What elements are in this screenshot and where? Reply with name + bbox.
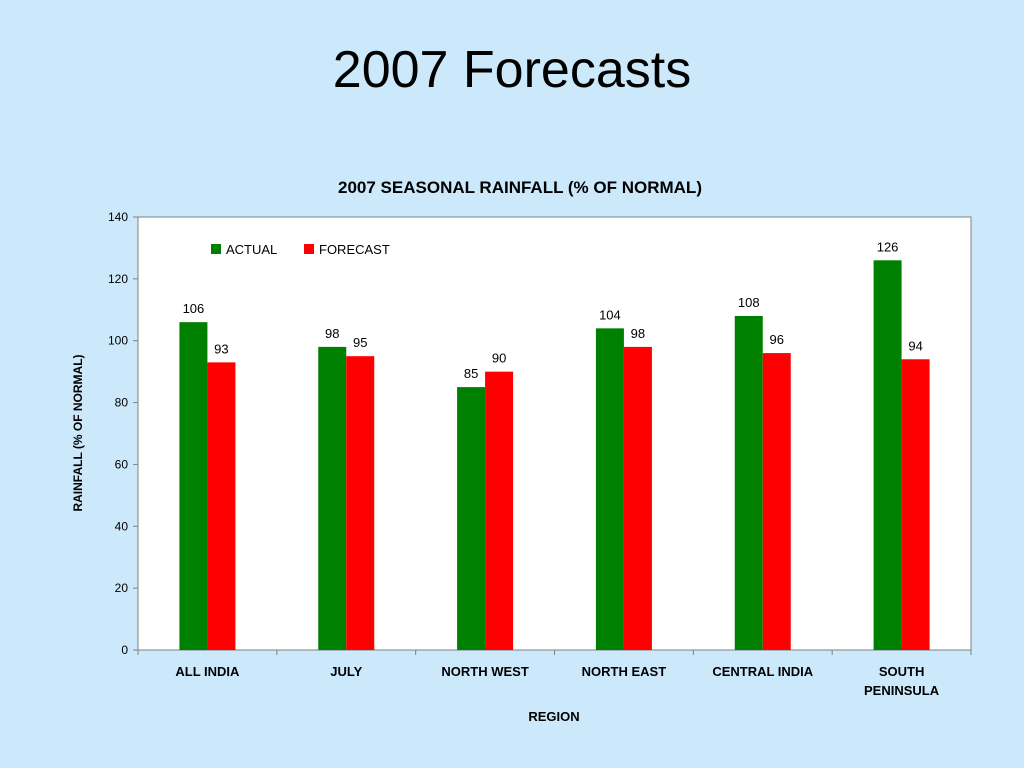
x-tick-label: PENINSULA — [864, 683, 940, 698]
slide-title: 2007 Forecasts — [332, 41, 692, 99]
x-tick-label: JULY — [330, 664, 362, 679]
chart-title: 2007 SEASONAL RAINFALL (% OF NORMAL) — [338, 178, 702, 197]
y-tick-label: 80 — [115, 396, 129, 410]
x-tick-label: SOUTH — [879, 664, 925, 679]
bar-forecast — [485, 371, 514, 650]
x-tick-label: NORTH WEST — [441, 664, 528, 679]
x-axis: ALL INDIA JULY NORTH WEST NORTH EAST CENTRAL… — [137, 650, 972, 698]
bar-actual — [457, 387, 486, 650]
y-tick-label: 40 — [115, 519, 129, 533]
data-label: 94 — [908, 338, 922, 353]
x-tick-label: NORTH EAST — [582, 664, 667, 679]
y-axis-title: RAINFALL (% OF NORMAL) — [71, 354, 85, 511]
plot-area — [137, 216, 972, 651]
bar-forecast — [623, 346, 652, 650]
y-tick-label: 0 — [121, 643, 128, 657]
data-label: 96 — [770, 332, 784, 347]
data-label: 104 — [599, 307, 621, 322]
bar-actual — [873, 260, 902, 650]
bar-actual — [179, 322, 208, 650]
y-tick-label: 100 — [108, 334, 128, 348]
legend-label: ACTUAL — [226, 242, 277, 257]
bar-actual — [318, 346, 347, 650]
data-label: 93 — [214, 341, 228, 356]
legend: ACTUAL FORECAST — [211, 242, 390, 257]
bar-forecast — [346, 356, 375, 650]
data-label: 85 — [464, 366, 478, 381]
y-tick-label: 60 — [115, 457, 129, 471]
legend-label: FORECAST — [319, 242, 390, 257]
bar-forecast — [901, 359, 930, 650]
data-label: 95 — [353, 335, 367, 350]
x-axis-title: REGION — [528, 709, 579, 724]
y-tick-label: 20 — [115, 581, 129, 595]
data-label: 108 — [738, 295, 760, 310]
legend-swatch-forecast — [304, 244, 314, 254]
y-axis: 0 20 40 60 80 100 120 140 — [108, 210, 139, 657]
y-tick-label: 120 — [108, 272, 128, 286]
y-tick-label: 140 — [108, 210, 128, 224]
bar-forecast — [762, 353, 791, 650]
x-tick-label: ALL INDIA — [175, 664, 240, 679]
data-label: 98 — [325, 326, 339, 341]
bar-actual — [595, 328, 624, 650]
x-tick-label: CENTRAL INDIA — [712, 664, 813, 679]
data-label: 106 — [183, 301, 205, 316]
bar-forecast — [207, 362, 236, 650]
legend-swatch-actual — [211, 244, 221, 254]
data-label: 98 — [631, 326, 645, 341]
bar-actual — [734, 315, 763, 650]
bars: 106 98 85 104 108 126 93 95 90 98 96 94 — [179, 239, 930, 650]
data-label: 126 — [877, 239, 899, 254]
data-label: 90 — [492, 351, 506, 366]
